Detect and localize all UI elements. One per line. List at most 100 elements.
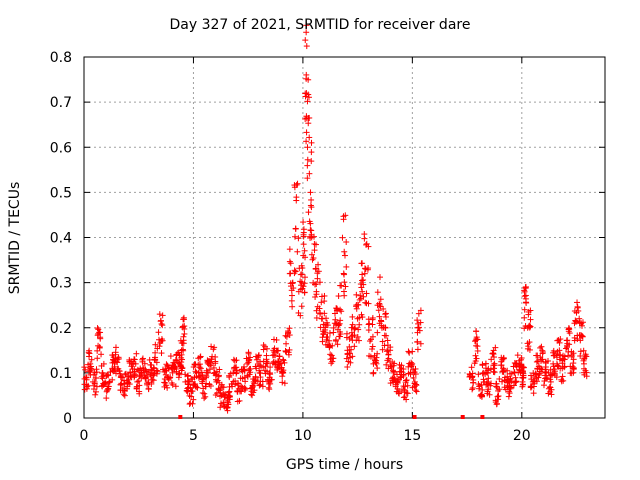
data-point [299,303,305,309]
data-point [295,181,301,187]
data-point [304,129,310,135]
data-point [397,365,403,371]
data-point [339,235,345,241]
data-point [306,209,312,215]
data-point [314,315,320,321]
data-point [531,390,537,396]
data-point [528,385,534,391]
data-point [289,293,295,299]
data-point [264,353,270,359]
data-point [305,120,311,126]
data-point [337,283,343,289]
data-point [469,364,475,370]
data-point [359,271,365,277]
data-point [415,346,421,352]
data-point [341,279,347,285]
data-point [226,374,232,380]
data-point [362,300,368,306]
x-tick-label: 15 [403,428,421,444]
data-point [304,144,310,150]
data-point [113,344,119,350]
isolated-point [413,415,417,419]
x-tick-label: 0 [80,428,89,444]
data-point [496,376,502,382]
data-point [276,353,282,359]
data-point [226,388,232,394]
data-points [81,22,589,419]
data-point [308,197,314,203]
data-point [159,350,165,356]
data-point [185,372,191,378]
data-point [98,351,104,357]
data-point [92,392,98,398]
data-point [374,330,380,336]
data-point [469,386,475,392]
data-point [341,249,347,255]
data-point [282,380,288,386]
data-point [366,321,372,327]
data-point [232,358,238,364]
data-point [140,355,146,361]
data-point [300,219,306,225]
data-point [267,371,273,377]
data-point [523,300,529,306]
data-point [343,239,349,245]
data-point [485,375,491,381]
data-point [307,227,313,233]
data-point [361,236,367,242]
data-point [342,253,348,259]
data-point [491,361,497,367]
data-point [160,312,166,318]
data-point [159,321,165,327]
data-point [374,365,380,371]
data-point [353,292,359,298]
isolated-point [480,415,484,419]
data-point [473,328,479,334]
y-tick-label: 0.3 [50,276,72,292]
x-tick-label: 10 [294,428,312,444]
data-point [490,350,496,356]
data-point [336,293,342,299]
data-point [147,362,153,368]
data-point [541,382,547,388]
data-point [533,353,539,359]
x-axis-label: GPS time / hours [84,457,605,473]
data-point [362,271,368,277]
data-point [157,311,163,317]
data-point [156,329,162,335]
data-point [146,386,152,392]
data-point [358,260,364,266]
data-point [287,246,293,252]
data-point [570,360,576,366]
data-point [158,318,164,324]
data-point [231,357,237,363]
data-point [414,389,420,395]
y-axis-label: SRMTID / TECUs [7,182,23,295]
data-point [318,299,324,305]
data-point [94,355,100,361]
data-point [341,272,347,278]
data-point [470,380,476,386]
y-tick-label: 0.1 [50,366,72,382]
data-point [302,37,308,43]
data-point [337,307,343,313]
data-point [103,395,109,401]
data-point [89,357,95,363]
data-point [512,379,518,385]
data-point [86,350,92,356]
data-point [383,314,389,320]
data-point [266,385,272,391]
data-point [133,351,139,357]
data-point [574,299,580,305]
data-point [289,298,295,304]
data-point [344,335,350,341]
data-point [507,390,513,396]
data-point [304,163,310,169]
data-point [475,371,481,377]
chart: 0 5 10 15 2000.10.20.30.40.50.60.70.8 [0,0,640,480]
data-point [578,348,584,354]
data-point [121,391,127,397]
data-point [308,158,314,164]
data-point [343,264,349,270]
chart-title: Day 327 of 2021, SRMTID for receiver dar… [0,17,640,33]
